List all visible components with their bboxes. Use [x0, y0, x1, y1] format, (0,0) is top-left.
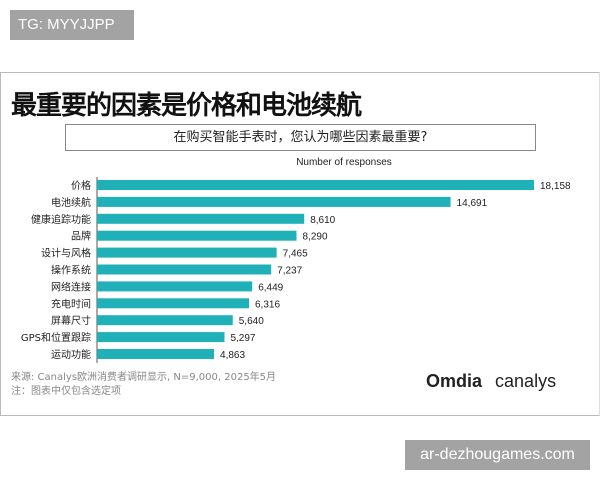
value-label: 8,610: [310, 215, 335, 226]
bar: [97, 264, 272, 275]
watermark-top: TG: MYYJJPP: [10, 10, 134, 40]
bar: [97, 332, 225, 343]
category-label: 电池续航: [51, 196, 91, 209]
category-label: 设计与风格: [41, 247, 91, 260]
category-label: 运动功能: [51, 348, 91, 361]
chart-card: 最重要的因素是价格和电池续航 在购买智能手表时，您认为哪些因素最重要? Numb…: [0, 72, 600, 416]
bar: [97, 213, 305, 224]
value-label: 5,297: [230, 333, 255, 344]
bar-chart: Number of responses 价格 18,158 电池续航 14,691 健康追…: [21, 157, 571, 363]
bar: [97, 196, 451, 207]
category-label: 网络连接: [51, 280, 91, 293]
value-label: 4,863: [220, 350, 245, 361]
bar: [97, 315, 233, 326]
bar: [97, 298, 250, 309]
value-label: 7,237: [277, 266, 302, 277]
note-text: 注：图表中仅包含选定项: [11, 386, 121, 397]
bar: [97, 349, 215, 359]
bar: [97, 281, 253, 292]
value-label: 14,691: [457, 198, 488, 209]
value-label: 6,316: [255, 299, 280, 310]
value-label: 7,465: [283, 249, 308, 260]
footer: 来源: Canalys欧洲消费者调研显示, N=9,000, 2025年5月 注…: [11, 371, 276, 399]
logos: Omdia canalys: [426, 371, 564, 392]
bar: [97, 180, 534, 190]
value-label: 8,290: [303, 232, 328, 243]
page-title: 最重要的因素是价格和电池续航: [11, 91, 362, 121]
chart-question: 在购买智能手表时，您认为哪些因素最重要?: [65, 124, 536, 151]
category-label: 充电时间: [51, 297, 91, 310]
bar: [97, 247, 277, 258]
category-label: 价格: [71, 179, 91, 192]
value-label: 18,158: [540, 181, 571, 192]
bar: [97, 230, 297, 241]
canalys-logo: canalys: [495, 371, 557, 391]
source-text: 来源: Canalys欧洲消费者调研显示, N=9,000, 2025年5月: [11, 372, 277, 383]
watermark-bottom: ar-dezhougames.com: [405, 440, 590, 470]
x-axis-label: Number of responses: [296, 157, 392, 168]
category-label: 品牌: [71, 230, 91, 243]
value-label: 6,449: [258, 282, 283, 293]
omdia-logo: Omdia: [426, 371, 483, 391]
category-label: 屏幕尺寸: [51, 314, 91, 327]
value-label: 5,640: [239, 316, 264, 327]
category-label: GPS和位置跟踪: [21, 331, 91, 344]
category-label: 操作系统: [51, 264, 91, 277]
category-label: 健康追踪功能: [31, 213, 91, 226]
